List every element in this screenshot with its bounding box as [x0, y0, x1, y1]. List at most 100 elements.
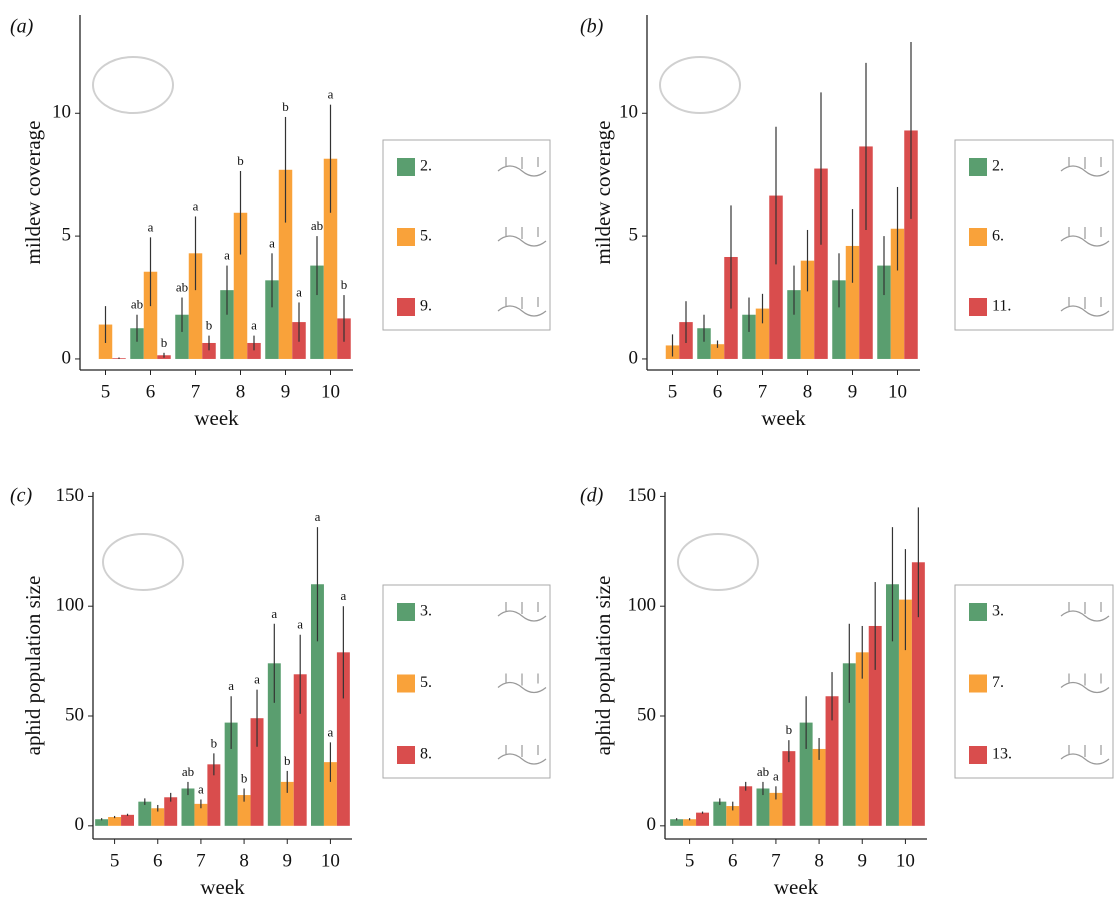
silhouette: [660, 57, 740, 113]
x-tick-label: 10: [888, 381, 907, 402]
legend-icon: [498, 602, 546, 621]
y-axis-title: aphid population size: [591, 576, 615, 756]
significance-label: b: [211, 735, 218, 750]
significance-label: ab: [176, 280, 188, 295]
legend-icon: [1061, 227, 1109, 246]
significance-label: b: [341, 277, 348, 292]
x-tick-label: 9: [283, 850, 293, 871]
panel-label: (b): [580, 16, 604, 38]
legend-icon: [1061, 297, 1109, 316]
y-tick-label: 100: [56, 595, 85, 616]
significance-label: a: [296, 284, 302, 299]
x-tick-label: 6: [153, 850, 163, 871]
x-tick-label: 5: [685, 850, 695, 871]
silhouette: [103, 534, 183, 590]
x-tick-label: 10: [896, 850, 915, 871]
legend-swatch: [397, 158, 415, 176]
y-tick-label: 150: [56, 485, 85, 506]
legend-swatch: [969, 675, 987, 693]
significance-label: a: [297, 617, 303, 632]
x-tick-label: 10: [321, 381, 340, 402]
legend-icon: [1061, 674, 1109, 693]
x-axis-title: week: [194, 406, 239, 430]
significance-label: ab: [131, 297, 143, 312]
legend-swatch: [969, 228, 987, 246]
legend-label: 6.: [992, 228, 1004, 245]
y-tick-label: 5: [629, 224, 639, 245]
bar: [782, 751, 795, 826]
significance-label: a: [148, 219, 154, 234]
legend-icon: [1061, 157, 1109, 176]
x-tick-label: 7: [196, 850, 206, 871]
legend-icon: [1061, 745, 1109, 764]
legend-icon: [1061, 602, 1109, 621]
legend-swatch: [397, 675, 415, 693]
significance-label: b: [161, 335, 168, 350]
x-tick-label: 9: [858, 850, 868, 871]
silhouette: [678, 534, 758, 590]
x-tick-label: 7: [191, 381, 201, 402]
panel: (c)0501001505678910weekaphid population …: [10, 485, 550, 899]
x-axis-title: week: [200, 875, 245, 899]
bar: [739, 786, 752, 826]
x-tick-label: 8: [803, 381, 813, 402]
y-axis-title: mildew coverage: [21, 120, 45, 264]
x-tick-label: 8: [236, 381, 246, 402]
y-tick-label: 0: [629, 347, 639, 368]
panel-label: (a): [10, 16, 34, 38]
legend-label: 3.: [420, 603, 432, 620]
legend-swatch: [969, 158, 987, 176]
x-tick-label: 8: [814, 850, 824, 871]
legend-label: 13.: [992, 746, 1012, 763]
legend-swatch: [969, 603, 987, 621]
significance-label: a: [340, 588, 346, 603]
x-tick-label: 6: [728, 850, 738, 871]
significance-label: b: [241, 770, 248, 785]
y-tick-label: 100: [628, 595, 657, 616]
significance-label: a: [271, 606, 277, 621]
legend-icon: [498, 157, 546, 176]
legend-label: 8.: [420, 746, 432, 763]
significance-label: b: [786, 722, 793, 737]
y-tick-label: 50: [637, 704, 656, 725]
x-tick-label: 9: [848, 381, 858, 402]
x-tick-label: 6: [146, 381, 156, 402]
x-tick-label: 5: [101, 381, 111, 402]
significance-label: ab: [757, 764, 769, 779]
significance-label: b: [206, 318, 213, 333]
bar: [121, 815, 134, 826]
significance-label: a: [251, 318, 257, 333]
x-tick-label: 8: [239, 850, 249, 871]
significance-label: a: [254, 672, 260, 687]
legend-icon: [498, 297, 546, 316]
legend-label: 2.: [992, 158, 1004, 175]
y-tick-label: 0: [62, 347, 72, 368]
legend-icon: [498, 745, 546, 764]
y-tick-label: 0: [75, 814, 85, 835]
x-tick-label: 5: [110, 850, 120, 871]
y-axis-title: mildew coverage: [591, 120, 615, 264]
x-tick-label: 6: [713, 381, 723, 402]
legend-label: 7.: [992, 674, 1004, 691]
y-axis-title: aphid population size: [21, 576, 45, 756]
significance-label: a: [228, 678, 234, 693]
x-axis-title: week: [761, 406, 806, 430]
legend-label: 5.: [420, 228, 432, 245]
significance-label: a: [193, 198, 199, 213]
significance-label: a: [328, 87, 334, 102]
significance-label: a: [269, 235, 275, 250]
figure: (a)05105678910weekmildew coverageababaaa…: [0, 0, 1115, 903]
significance-label: b: [237, 153, 244, 168]
y-tick-label: 150: [628, 485, 657, 506]
legend-swatch: [397, 603, 415, 621]
bar: [813, 749, 826, 826]
bar: [138, 802, 151, 826]
legend-label: 9.: [420, 298, 432, 315]
legend-icon: [498, 227, 546, 246]
significance-label: a: [224, 248, 230, 263]
x-tick-label: 7: [758, 381, 768, 402]
x-axis-title: week: [774, 875, 819, 899]
legend-label: 11.: [992, 298, 1011, 315]
silhouette: [93, 57, 173, 113]
